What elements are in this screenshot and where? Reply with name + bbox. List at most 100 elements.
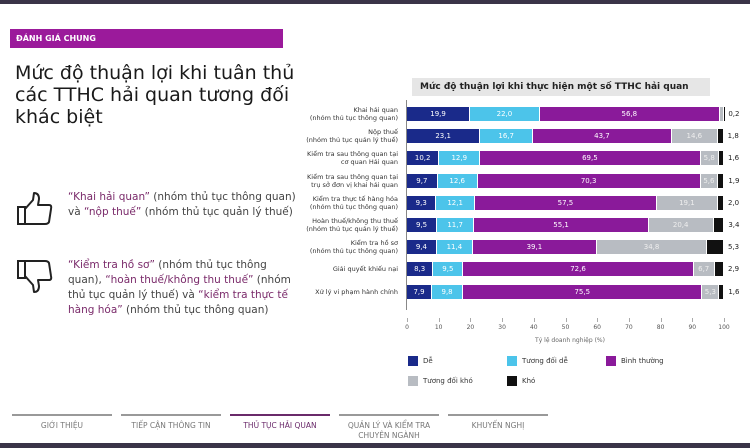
bar-segment	[717, 129, 723, 144]
x-tick-label: 20	[466, 324, 475, 331]
bar-segment: 34,8	[596, 240, 707, 255]
nav-tab[interactable]: TIẾP CẬN THÔNG TIN	[131, 421, 211, 430]
category-label-line: Kiểm tra sau thông quan tại	[307, 150, 398, 159]
bar-segment	[719, 107, 723, 121]
bar-segment: 5,6	[700, 173, 718, 188]
category-label-line: Khai hải quan	[353, 106, 398, 114]
bar-segment: 14,6	[671, 129, 717, 144]
category-label: Kiểm tra sau thông quan tại trụ sở đơn vị…	[307, 173, 398, 189]
nav-underline	[12, 414, 112, 416]
category-label-line: (nhóm thủ tục quản lý thuế)	[306, 136, 398, 145]
bar-segment: 20,4	[648, 218, 713, 232]
point-text-part: (nhóm thủ tục quản lý thuế) và	[68, 274, 291, 301]
category-label-line: (nhóm thủ tục thông quan)	[309, 114, 398, 122]
bar-segment: 55,1	[474, 218, 648, 232]
data-label-kho: 3,4	[728, 221, 740, 229]
nav-underline	[230, 414, 330, 416]
x-tick-label: 60	[593, 324, 601, 331]
highlighted-procedure: “nộp thuế”	[84, 206, 142, 218]
nav-tab[interactable]: GIỚI THIỆU	[40, 421, 84, 430]
category-label: Nộp thuế (nhóm thủ tục quản lý thuế)	[306, 128, 398, 144]
x-tick	[724, 318, 725, 322]
data-label-kho: 5,3	[728, 243, 740, 252]
x-tick	[660, 318, 662, 322]
bar-segment: 57,5	[474, 195, 657, 210]
bar-segment: 43,7	[533, 129, 671, 144]
y-axis-line	[406, 100, 407, 310]
bar-segment: 72,6	[463, 262, 693, 277]
legend-item: Tương đối dễ	[507, 356, 568, 366]
category-label: Kiểm tra hồ sơ (nhóm thủ tục thông quan)	[310, 239, 398, 255]
nav-underline	[121, 414, 221, 416]
data-label-kho: 2,9	[728, 265, 740, 274]
highlighted-procedure: “hoàn thuế/không thu thuế”	[105, 274, 254, 286]
bar-segment: 22,0	[470, 107, 539, 121]
chart-title: Mức độ thuận lợi khi thực hiện một số TT…	[412, 78, 710, 96]
bar-segment: 9,5	[407, 218, 437, 232]
category-label-line: Hoàn thuế/không thu thuế	[312, 217, 398, 225]
x-tick	[502, 318, 504, 322]
highlighted-procedure: “Khai hải quan”	[68, 191, 150, 203]
category-label-line: Giải quyết khiếu nại	[332, 265, 398, 274]
nav-underline	[339, 414, 439, 416]
x-tick-label: 80	[656, 324, 665, 331]
bar-segment: 12,1	[436, 195, 474, 210]
category-label-line: Kiểm tra hồ sơ	[350, 239, 398, 248]
bar-segment: 9,8	[432, 284, 463, 299]
legend-item: Bình thường	[606, 356, 664, 366]
category-label-line: Nộp thuế	[368, 128, 398, 137]
bar-segment: 9,5	[433, 262, 463, 277]
nav-tab[interactable]: THỦ TỤC HẢI QUAN	[243, 421, 317, 430]
x-tick	[470, 318, 472, 322]
bar-segment: 69,5	[480, 151, 700, 166]
thumbs-up-icon	[17, 192, 53, 225]
legend-item: Khó	[507, 376, 535, 386]
bar-segment: 70,3	[477, 173, 700, 188]
x-tick-label: 50	[561, 324, 570, 331]
category-label: Kiểm tra thực tế hàng hóa (nhóm thủ tục t…	[310, 195, 398, 211]
legend-swatch	[408, 376, 418, 386]
x-tick	[407, 318, 408, 322]
bar-segment: 75,5	[463, 284, 702, 299]
x-tick-label: 100	[718, 324, 730, 331]
data-label-kho: 1,8	[727, 132, 739, 141]
category-label-line: Kiểm tra thực tế hàng hóa	[312, 194, 398, 203]
bar-segment: 5,3	[702, 284, 719, 299]
x-tick	[692, 318, 694, 322]
x-tick-label: 30	[498, 324, 506, 331]
category-label-line: (nhóm thủ tục thông quan)	[309, 202, 398, 211]
x-tick	[533, 318, 535, 322]
bottom-bar	[0, 443, 750, 448]
point-text-part: (nhóm thủ tục thông quan),	[68, 259, 267, 286]
category-label: Xử lý vi phạm hành chính	[315, 288, 398, 296]
category-label: Hoàn thuế/không thu thuế (nhóm thủ tục qu…	[306, 217, 398, 233]
page-title: Mức độ thuận lợi khi tuân thủ các TTHC h…	[15, 62, 295, 128]
category-label-line: cơ quan Hải quan	[340, 158, 398, 167]
legend-item: Tương đối khó	[408, 376, 473, 386]
bar-segment: 9,3	[407, 195, 436, 210]
bar-segment	[714, 262, 723, 277]
bar-segment: 9,7	[407, 173, 437, 188]
bar-segment	[718, 173, 724, 188]
nav-tab[interactable]: KHUYẾN NGHỊ	[471, 421, 525, 430]
data-label-kho: 0,2	[728, 110, 740, 118]
highlighted-procedure: “Kiểm tra hồ sơ”	[68, 259, 155, 271]
x-tick-label: 0	[405, 324, 409, 331]
legend-label: Khó	[522, 377, 536, 385]
bar-segment	[713, 218, 724, 232]
bar-segment: 8,3	[407, 262, 433, 277]
x-tick	[597, 318, 599, 322]
bar-segment: 7,9	[407, 284, 432, 299]
bar-segment	[723, 107, 725, 121]
bar-segment: 11,7	[437, 218, 474, 232]
bar-segment: 6,7	[693, 262, 714, 277]
x-tick-label: 10	[434, 324, 443, 331]
data-label-kho: 1,9	[728, 176, 740, 185]
bar-segment	[719, 284, 724, 299]
category-label-line: (nhóm thủ tục quản lý thuế)	[306, 225, 398, 233]
negative-point-text: “Kiểm tra hồ sơ” (nhóm thủ tục thông qua…	[68, 258, 298, 318]
legend-item: Dễ	[408, 356, 433, 366]
bar-segment: 16,7	[480, 129, 533, 144]
legend-label: Dễ	[423, 357, 433, 365]
nav-tab[interactable]: QUẢN LÝ VÀ KIỂM TRA CHUYÊN NGÀNH	[347, 421, 431, 440]
